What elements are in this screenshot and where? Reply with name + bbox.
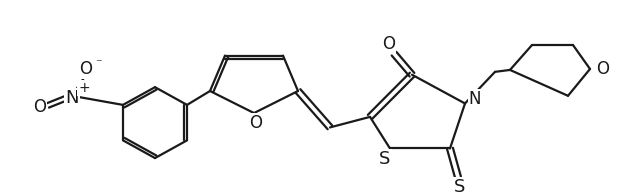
Text: ⁻: ⁻ bbox=[95, 57, 101, 70]
Text: O: O bbox=[79, 60, 93, 78]
Text: O: O bbox=[596, 60, 609, 78]
Text: +: + bbox=[78, 81, 90, 95]
Text: S: S bbox=[380, 150, 390, 168]
Text: S: S bbox=[454, 178, 466, 196]
Text: O: O bbox=[383, 35, 396, 53]
Text: N: N bbox=[65, 89, 79, 107]
Text: N: N bbox=[468, 90, 481, 108]
Text: O: O bbox=[250, 114, 262, 132]
Text: O: O bbox=[33, 98, 47, 116]
